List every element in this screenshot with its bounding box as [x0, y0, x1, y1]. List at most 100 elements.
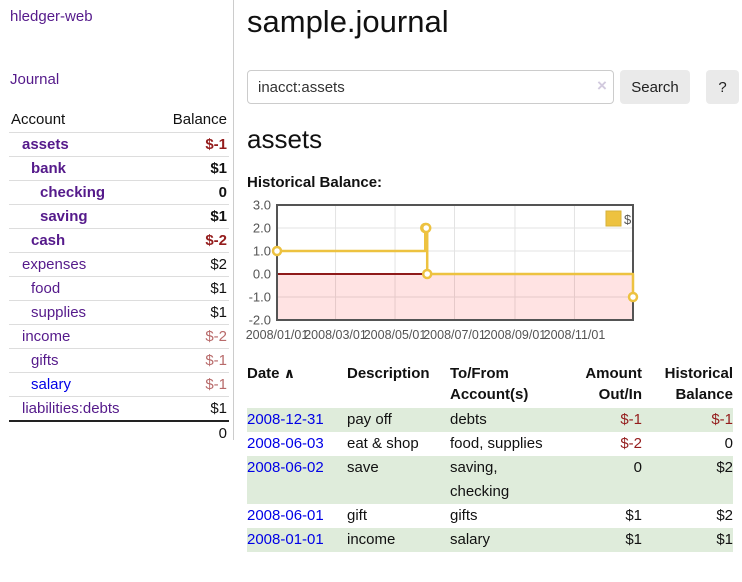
- transaction-amount: $-2: [620, 435, 642, 452]
- account-link-checking[interactable]: checking: [40, 184, 106, 201]
- help-button[interactable]: ?: [706, 70, 739, 104]
- transaction-date-link[interactable]: 2008-06-03: [247, 435, 324, 452]
- account-row-expenses: expenses $2: [9, 252, 229, 277]
- svg-text:2008/09/01: 2008/09/01: [484, 328, 547, 342]
- transaction-description: pay off: [347, 408, 450, 432]
- account-row-gifts: gifts $-1: [9, 348, 229, 373]
- accounts-header-row: Account Balance: [9, 106, 229, 133]
- accounts-total-row: 0: [9, 420, 229, 445]
- account-balance: $-1: [149, 132, 229, 157]
- search-button[interactable]: Search: [620, 70, 690, 104]
- account-row-checking: checking 0: [9, 180, 229, 205]
- transaction-accounts: gifts: [450, 507, 478, 524]
- register-row: 2008-12-31 pay off debts $-1 $-1: [247, 408, 733, 432]
- app-title-link[interactable]: hledger-web: [10, 8, 93, 25]
- account-balance: $1: [149, 300, 229, 325]
- account-link-saving[interactable]: saving: [40, 208, 88, 225]
- svg-text:2008/07/01: 2008/07/01: [423, 328, 486, 342]
- chart-title: Historical Balance:: [247, 174, 383, 191]
- account-link-bank[interactable]: bank: [31, 160, 67, 177]
- account-row-food: food $1: [9, 276, 229, 301]
- transaction-date-link[interactable]: 2008-01-01: [247, 531, 324, 548]
- transaction-date-link[interactable]: 2008-06-01: [247, 507, 324, 524]
- transaction-amount: $1: [577, 528, 642, 552]
- account-row-cash: cash $-2: [9, 228, 229, 253]
- account-row-saving: saving $1: [9, 204, 229, 229]
- accounts-header-account: Account: [11, 110, 66, 128]
- account-link-supplies[interactable]: supplies: [31, 304, 87, 321]
- register-row: 2008-01-01 income salary $1 $1: [247, 528, 733, 552]
- transaction-amount: $-1: [577, 408, 642, 432]
- register-header-date[interactable]: Date ∧: [247, 365, 296, 382]
- register-header-row: Date ∧ Description To/From Account(s) Am…: [247, 363, 733, 408]
- account-heading: assets: [247, 124, 323, 154]
- sidebar-item-journal[interactable]: Journal: [10, 71, 60, 88]
- account-row-liabilities-debts: liabilities:debts $1: [9, 396, 229, 421]
- sort-asc-icon: ∧: [283, 365, 296, 381]
- account-link-gifts[interactable]: gifts: [31, 352, 59, 369]
- transaction-description: save: [347, 456, 450, 504]
- register-row: 2008-06-03 eat & shop food, supplies $-2…: [247, 432, 733, 456]
- transaction-amount: 0: [577, 456, 642, 504]
- account-balance: $1: [149, 156, 229, 181]
- transaction-balance: $2: [716, 507, 733, 524]
- transaction-accounts: salary: [450, 528, 577, 552]
- register-header-amount: Amount Out/In: [585, 365, 642, 403]
- svg-text:0.0: 0.0: [253, 267, 271, 282]
- svg-text:2008/11/01: 2008/11/01: [544, 328, 606, 342]
- account-balance: $1: [149, 396, 229, 421]
- svg-text:1.0: 1.0: [253, 244, 271, 259]
- transaction-balance: 0: [724, 435, 733, 452]
- transaction-description: eat & shop: [347, 435, 419, 452]
- accounts-header-balance: Balance: [172, 110, 227, 128]
- account-balance: $-1: [149, 348, 229, 373]
- register-table: Date ∧ Description To/From Account(s) Am…: [247, 363, 733, 552]
- account-balance: $-2: [149, 228, 229, 253]
- page-title: sample.journal: [247, 4, 449, 39]
- register-row: 2008-06-01 gift gifts $1 $2: [247, 504, 733, 528]
- svg-text:-1.0: -1.0: [249, 290, 271, 305]
- account-link-assets[interactable]: assets: [22, 136, 69, 153]
- account-balance: $2: [149, 252, 229, 277]
- account-row-assets: assets $-1: [9, 132, 229, 157]
- transaction-balance: $2: [642, 456, 733, 504]
- account-balance: $1: [149, 204, 229, 229]
- transaction-description: income: [347, 528, 450, 552]
- clear-search-icon[interactable]: ×: [597, 76, 607, 95]
- register-header-accounts: To/From Account(s): [450, 365, 529, 403]
- account-balance: $1: [149, 276, 229, 301]
- svg-text:2008/01/01: 2008/01/01: [246, 328, 309, 342]
- sidebar: hledger-web Journal Account Balance asse…: [0, 0, 234, 445]
- transaction-accounts: food, supplies: [450, 435, 543, 452]
- register-header-description: Description: [347, 365, 430, 382]
- transaction-date-link[interactable]: 2008-12-31: [247, 411, 324, 428]
- account-link-salary[interactable]: salary: [31, 376, 72, 393]
- svg-text:2008/05/01: 2008/05/01: [364, 328, 427, 342]
- account-link-income[interactable]: income: [22, 328, 71, 345]
- account-balance: $-2: [149, 324, 229, 349]
- search-input[interactable]: [247, 70, 614, 104]
- account-row-supplies: supplies $1: [9, 300, 229, 325]
- account-link-food[interactable]: food: [31, 280, 61, 297]
- transaction-accounts: debts: [450, 408, 577, 432]
- transaction-description: gift: [347, 507, 368, 524]
- account-balance: $-1: [149, 372, 229, 397]
- account-link-cash[interactable]: cash: [31, 232, 66, 249]
- svg-text:$: $: [624, 212, 632, 227]
- transaction-balance: $1: [642, 528, 733, 552]
- account-link-liabilities-debts[interactable]: liabilities:debts: [22, 400, 120, 417]
- transaction-amount: $1: [625, 507, 642, 524]
- account-row-income: income $-2: [9, 324, 229, 349]
- account-link-expenses[interactable]: expenses: [22, 256, 87, 273]
- account-row-salary: salary $-1: [9, 372, 229, 397]
- account-balance: 0: [149, 180, 229, 205]
- historical-balance-chart: $3.0 2.0 1.0 0.0 -1.0 -2.02008/01/012008/03/0…: [246, 200, 639, 342]
- svg-text:-2.0: -2.0: [249, 313, 271, 328]
- svg-text:2.0: 2.0: [253, 221, 271, 236]
- account-row-bank: bank $1: [9, 156, 229, 181]
- svg-text:2008/03/01: 2008/03/01: [304, 328, 367, 342]
- accounts-table: Account Balance assets $-1 bank $1 check…: [9, 106, 229, 445]
- svg-text:3.0: 3.0: [253, 200, 271, 213]
- transaction-date-link[interactable]: 2008-06-02: [247, 459, 324, 476]
- register-header-balance: Historical Balance: [664, 365, 733, 403]
